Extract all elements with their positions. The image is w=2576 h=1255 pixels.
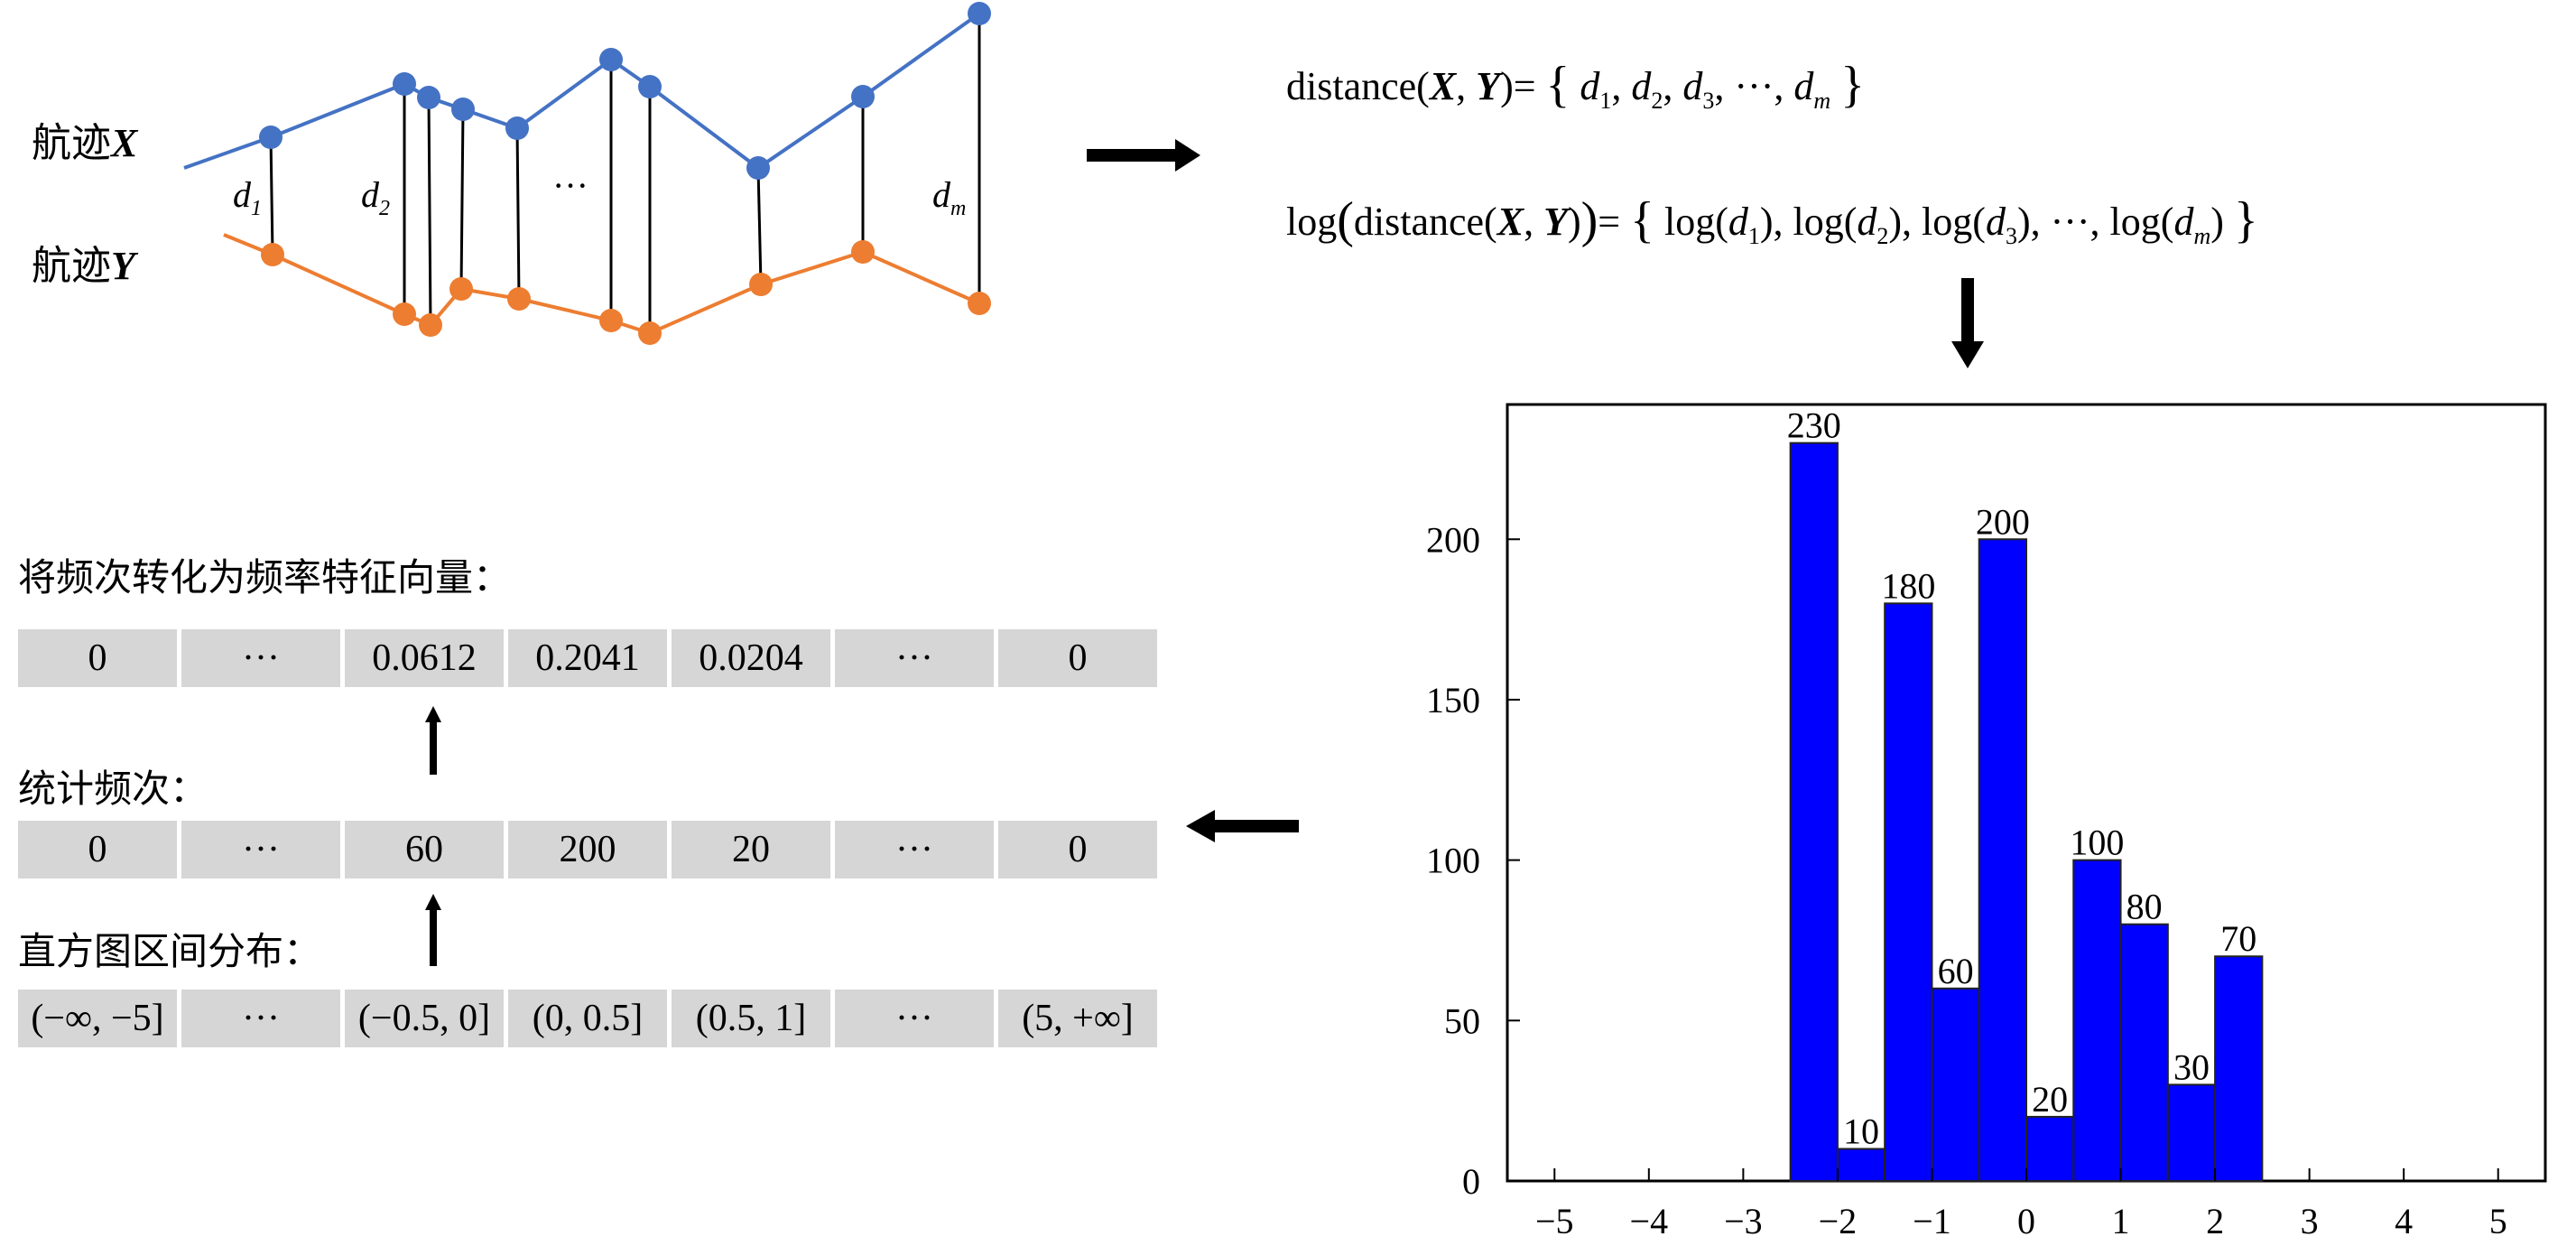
- interval-cell: (0, 0.5]: [508, 990, 667, 1047]
- arrow-up-2: [425, 894, 441, 966]
- frequency-cell: ···: [181, 629, 340, 687]
- arrow-right: [1087, 139, 1200, 172]
- interval-cell: (−0.5, 0]: [345, 990, 504, 1047]
- interval-cell: (−∞, −5]: [18, 990, 177, 1047]
- distance-lines: [269, 14, 981, 333]
- distance-formula: distance(X, Y)= { d1, d2, d3, ···, dm }: [1286, 57, 1866, 114]
- interval-cell: (0.5, 1]: [672, 990, 830, 1047]
- x-tick-label: 2: [2206, 1201, 2224, 1241]
- track-x-label: 航迹X: [32, 120, 138, 166]
- x-tick-label: −1: [1913, 1201, 1951, 1241]
- x-tick-label: −3: [1724, 1201, 1763, 1241]
- interval-cell: ···: [835, 990, 994, 1047]
- distance-label-d1: d1: [233, 174, 262, 220]
- histogram-bar: [1789, 442, 1839, 1182]
- arrow-down: [1951, 278, 1984, 368]
- frequency-cell: ···: [835, 629, 994, 687]
- histogram-bar: [1931, 987, 1980, 1182]
- interval-cell: ···: [181, 990, 340, 1047]
- x-tick-label: 0: [2017, 1201, 2035, 1241]
- frequency-cell: 0.0612: [345, 629, 504, 687]
- histogram-bar: [2025, 1115, 2075, 1182]
- count-row: 0 ··· 60 200 20 ··· 0: [18, 821, 1157, 878]
- frequency-row: 0 ··· 0.0612 0.2041 0.0204 ··· 0: [18, 629, 1157, 687]
- bar-value-label: 200: [1976, 501, 2030, 542]
- histogram-bar: [2119, 923, 2169, 1182]
- histogram-bar: [2166, 1083, 2217, 1182]
- x-tick-label: −5: [1535, 1201, 1574, 1241]
- frequency-cell: 0: [18, 629, 177, 687]
- y-tick-label: 0: [1462, 1161, 1480, 1202]
- arrow-up-1: [425, 706, 441, 775]
- frequency-cell: 0.0204: [672, 629, 830, 687]
- histogram-bar: [2214, 955, 2264, 1183]
- log-distance-formula: log(distance(X, Y))= { log(d1), log(d2),…: [1286, 192, 2258, 249]
- bar-value-label: 10: [1843, 1111, 1879, 1151]
- bar-value-label: 180: [1881, 565, 1935, 606]
- bar-value-label: 30: [2173, 1046, 2210, 1087]
- y-tick-label: 150: [1426, 680, 1480, 720]
- y-tick-label: 200: [1426, 519, 1480, 560]
- bar-value-label: 20: [2032, 1079, 2068, 1120]
- x-tick-label: 4: [2395, 1201, 2413, 1241]
- histogram-bar: [1978, 538, 2028, 1182]
- vector-title: 将频次转化为频率特征向量：: [18, 555, 512, 600]
- x-tick-label: −2: [1819, 1201, 1858, 1241]
- arrow-left: [1186, 810, 1299, 842]
- interval-title: 直方图区间分布：: [18, 929, 322, 973]
- histogram-bar: [1836, 1148, 1886, 1183]
- x-tick-label: −4: [1630, 1201, 1669, 1241]
- distance-label-d2: d2: [361, 174, 390, 220]
- frequency-cell: 0: [998, 629, 1157, 687]
- x-tick-label: 3: [2301, 1201, 2319, 1241]
- bar-value-label: 80: [2127, 887, 2163, 927]
- x-tick-label: 1: [2112, 1201, 2130, 1241]
- count-cell: 20: [672, 821, 830, 878]
- count-cell: 0: [18, 821, 177, 878]
- count-title: 统计频次：: [18, 767, 208, 811]
- y-tick-label: 100: [1426, 841, 1480, 881]
- histogram-bar: [2072, 859, 2122, 1182]
- count-cell: ···: [835, 821, 994, 878]
- bar-value-label: 230: [1787, 405, 1841, 446]
- y-tick-label: 50: [1444, 1000, 1480, 1041]
- count-cell: 60: [345, 821, 504, 878]
- bar-value-label: 70: [2220, 918, 2256, 959]
- track-y-label: 航迹Y: [32, 243, 135, 289]
- count-cell: 200: [508, 821, 667, 878]
- distance-label-ellipsis: ···: [552, 165, 588, 206]
- interval-row: (−∞, −5] ··· (−0.5, 0] (0, 0.5] (0.5, 1]…: [18, 990, 1157, 1047]
- interval-cell: (5, +∞]: [998, 990, 1157, 1047]
- count-cell: 0: [998, 821, 1157, 878]
- x-tick-label: 5: [2489, 1201, 2507, 1241]
- histogram-bar: [1884, 602, 1933, 1183]
- bar-value-label: 100: [2070, 823, 2124, 863]
- track-y-points: [261, 240, 991, 345]
- count-cell: ···: [181, 821, 340, 878]
- distance-label-dm: dm: [932, 174, 967, 220]
- track-x-points: [259, 2, 991, 180]
- frequency-cell: 0.2041: [508, 629, 667, 687]
- bar-value-label: 60: [1938, 951, 1974, 991]
